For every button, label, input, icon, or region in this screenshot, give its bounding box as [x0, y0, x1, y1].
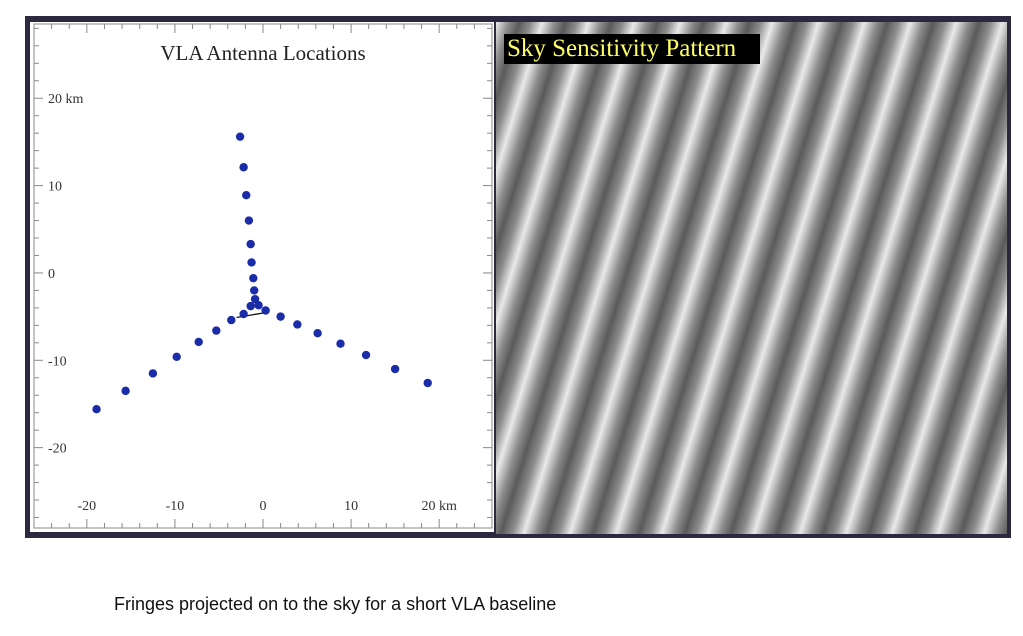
antenna-point: [172, 352, 181, 361]
x-tick-label: 0: [260, 499, 267, 514]
antenna-point: [227, 315, 236, 325]
y-tick-label: 20 km: [48, 92, 84, 107]
antenna-point: [249, 273, 258, 283]
antenna-point: [246, 301, 255, 311]
sky-sensitivity-pattern: [496, 22, 1007, 534]
antenna-scatter-chart: -20 -10 0 10 20 km 20 km 10 0 -10 -20 VLA Antenna…: [33, 23, 493, 529]
y-tick-label: 10: [48, 180, 62, 195]
antenna-point: [148, 369, 158, 378]
x-tick-label: 10: [344, 499, 358, 514]
antenna-plot-panel: -20 -10 0 10 20 km 20 km 10 0 -10 -20 VLA Antenna…: [30, 22, 494, 532]
antenna-point: [92, 405, 101, 414]
chart-title: VLA Antenna Locations: [160, 41, 365, 65]
antenna-point: [361, 350, 371, 360]
antenna-point: [249, 286, 259, 295]
antenna-point: [194, 337, 203, 347]
plot-frame: [33, 23, 493, 529]
antenna-point: [239, 163, 248, 172]
antenna-point: [390, 364, 400, 374]
antenna-point: [276, 312, 285, 321]
sky-pattern-title: Sky Sensitivity Pattern: [504, 34, 761, 64]
x-tick-label: -10: [166, 499, 185, 514]
antenna-point: [246, 239, 255, 249]
antenna-point: [313, 329, 322, 338]
antenna-point: [423, 378, 432, 388]
antenna-point: [212, 326, 221, 335]
antenna-point: [261, 306, 270, 315]
y-tick-label: -20: [48, 442, 67, 457]
antenna-point: [247, 258, 256, 267]
antenna-point: [121, 386, 130, 396]
y-tick-label: -10: [48, 354, 67, 369]
antenna-point: [242, 191, 251, 200]
antenna-point: [254, 301, 263, 310]
figure-caption: Fringes projected on to the sky for a sh…: [114, 594, 557, 614]
x-tick-label: 20 km: [421, 499, 457, 514]
antenna-point: [235, 132, 245, 141]
antenna-point: [239, 309, 248, 319]
antenna-point: [250, 294, 260, 304]
y-tick-label: 0: [48, 267, 55, 282]
x-tick-label: -20: [78, 499, 97, 514]
antenna-point: [336, 339, 345, 348]
antenna-point: [293, 320, 302, 329]
antenna-point: [244, 216, 254, 225]
